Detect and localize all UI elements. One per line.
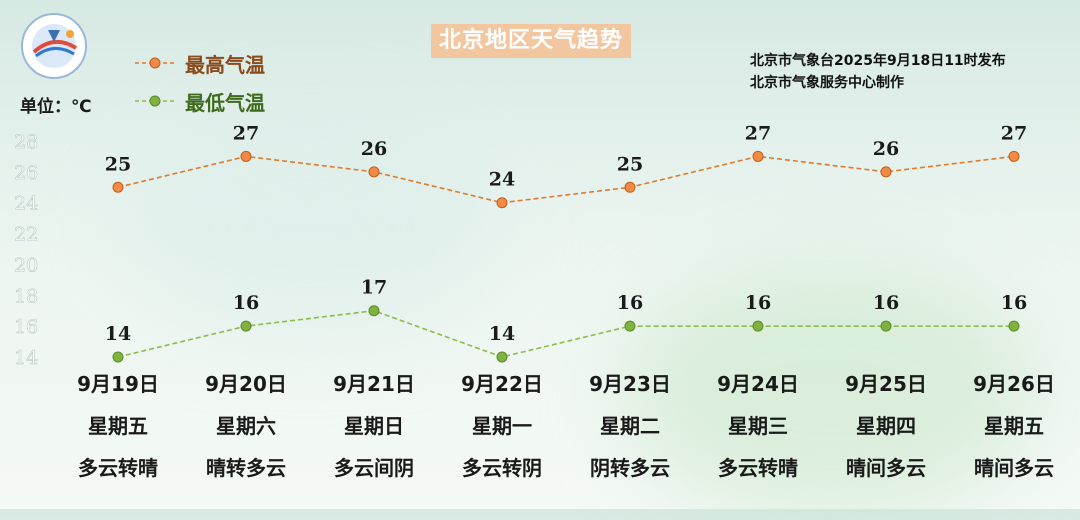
day-date: 9月22日 (461, 372, 543, 396)
day-column: 9月21日星期日多云间阴 (309, 363, 439, 489)
data-point (368, 166, 380, 178)
series-low: 14 16 17 14 16 16 16 16 (105, 277, 1027, 363)
day-column: 9月22日星期一多云转阴 (437, 363, 567, 489)
day-weekday: 星期二 (600, 414, 660, 438)
data-label: 16 (233, 292, 259, 314)
day-date: 9月20日 (205, 372, 287, 396)
data-point (496, 197, 508, 209)
y-tick-label: 16 (14, 316, 38, 338)
data-point (752, 320, 764, 332)
day-weather: 多云间阴 (334, 456, 414, 480)
y-tick-label: 26 (14, 162, 38, 184)
legend-label-low: 最低气温 (185, 90, 265, 115)
day-weekday: 星期五 (88, 414, 148, 438)
data-point (496, 351, 508, 363)
data-label: 14 (489, 323, 515, 345)
data-label: 24 (489, 169, 515, 191)
day-weather: 多云转晴 (78, 456, 158, 480)
legend-item-low: 最低气温 (135, 82, 265, 120)
data-point (1008, 320, 1020, 332)
series-line (117, 155, 1015, 204)
data-label: 17 (361, 277, 387, 299)
publisher-info: 北京市气象台2025年9月18日11时发布 北京市气象服务中心制作 (750, 50, 1006, 94)
data-point (880, 166, 892, 178)
page-title: 北京地区天气趋势 (431, 24, 632, 58)
day-weekday: 星期六 (216, 414, 276, 438)
day-column: 9月25日星期四晴间多云 (821, 363, 951, 489)
publisher-line-1: 北京市气象台2025年9月18日11时发布 (750, 53, 1006, 69)
temperature-chart: 14 16 18 20 22 24 26 28 25 27 26 24 25 27 26 27 14 16 17… (14, 122, 1028, 370)
data-point (112, 351, 124, 363)
day-weekday: 星期五 (984, 414, 1044, 438)
data-label: 27 (1001, 122, 1027, 144)
legend-low-marker-icon (135, 95, 175, 107)
data-label: 16 (873, 292, 899, 314)
day-weekday: 星期三 (728, 414, 788, 438)
day-date: 9月23日 (589, 372, 671, 396)
day-column: 9月23日星期二阴转多云 (565, 363, 695, 489)
background-blob (120, 120, 500, 340)
legend-label-high: 最高气温 (185, 52, 265, 77)
data-point (112, 181, 124, 193)
data-point (624, 320, 636, 332)
day-column: 9月20日星期六晴转多云 (181, 363, 311, 489)
legend: 最高气温 最低气温 (135, 44, 265, 120)
data-point (240, 150, 252, 162)
day-column: 9月26日星期五晴间多云 (949, 363, 1079, 489)
data-label: 14 (105, 323, 131, 345)
data-label: 27 (233, 122, 259, 144)
data-label: 25 (105, 153, 131, 175)
day-weather: 晴间多云 (846, 456, 926, 480)
data-label: 16 (745, 292, 771, 314)
background-blob (620, 260, 1040, 520)
day-date: 9月26日 (973, 372, 1055, 396)
meteorological-service-logo-icon (21, 13, 87, 79)
y-tick-label: 20 (14, 254, 38, 276)
y-tick-label: 28 (14, 131, 38, 153)
y-tick-label: 18 (14, 285, 38, 307)
day-weekday: 星期一 (472, 414, 532, 438)
day-weather: 多云转晴 (718, 456, 798, 480)
day-date: 9月19日 (77, 372, 159, 396)
day-weekday: 星期日 (344, 414, 404, 438)
day-weekday: 星期四 (856, 414, 916, 438)
series-line (117, 309, 1014, 358)
day-weather: 晴间多云 (974, 456, 1054, 480)
data-point (752, 150, 764, 162)
day-date: 9月25日 (845, 372, 927, 396)
y-axis: 14 16 18 20 22 24 26 28 (14, 131, 39, 370)
data-label: 27 (745, 122, 771, 144)
data-point (240, 320, 252, 332)
data-point (624, 181, 636, 193)
day-column: 9月24日星期三多云转晴 (693, 363, 823, 489)
data-label: 16 (617, 292, 643, 314)
publisher-line-2: 北京市气象服务中心制作 (750, 75, 904, 91)
day-weather: 阴转多云 (590, 456, 670, 480)
series-high: 25 27 26 24 25 27 26 27 (105, 122, 1027, 209)
data-point (368, 305, 380, 317)
day-weather: 多云转阴 (462, 456, 542, 480)
data-label: 25 (617, 153, 643, 175)
day-column: 9月19日星期五多云转晴 (53, 363, 183, 489)
legend-item-high: 最高气温 (135, 44, 265, 82)
y-tick-label: 22 (14, 224, 38, 246)
unit-label: 单位：℃ (20, 97, 92, 117)
day-date: 9月24日 (717, 372, 799, 396)
day-date: 9月21日 (333, 372, 415, 396)
legend-high-marker-icon (135, 57, 175, 69)
data-label: 26 (361, 138, 387, 160)
data-point (1008, 150, 1020, 162)
day-weather: 晴转多云 (206, 456, 286, 480)
data-point (880, 320, 892, 332)
data-label: 26 (873, 138, 899, 160)
y-tick-label: 14 (14, 347, 38, 369)
data-label: 16 (1001, 292, 1027, 314)
y-tick-label: 24 (14, 193, 38, 215)
